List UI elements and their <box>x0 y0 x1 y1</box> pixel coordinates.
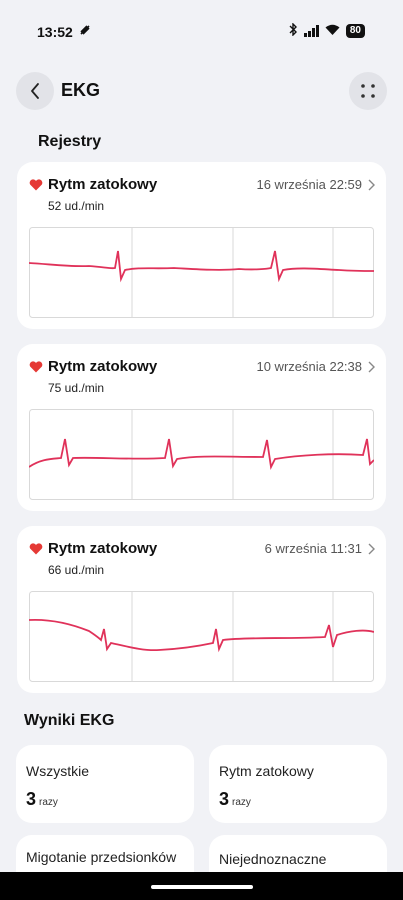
more-dots-icon <box>361 84 375 98</box>
stat-value: 3 razy <box>26 789 58 810</box>
chevron-right-icon <box>368 361 375 373</box>
heart-icon <box>29 179 43 191</box>
record-date: 10 września 22:38 <box>256 359 362 374</box>
home-indicator[interactable] <box>151 885 253 889</box>
record-bpm: 75 ud./min <box>48 381 105 395</box>
heart-icon <box>29 361 43 373</box>
records-section-title: Rejestry <box>38 133 102 150</box>
stat-number: 3 <box>219 789 230 809</box>
record-bpm: 52 ud./min <box>48 199 105 213</box>
status-time: 13:52 <box>37 24 73 40</box>
chevron-right-icon <box>368 543 375 555</box>
stat-value: 3 razy <box>219 789 251 810</box>
status-icons: 80 <box>289 22 365 39</box>
results-section-title: Wyniki EKG <box>24 712 115 729</box>
record-rhythm: Rytm zatokowy <box>48 358 158 375</box>
navigation-bar <box>0 872 403 900</box>
ekg-trace <box>29 227 374 318</box>
record-rhythm: Rytm zatokowy <box>48 540 158 557</box>
record-bpm: 66 ud./min <box>48 563 105 577</box>
stat-number: 3 <box>26 789 37 809</box>
back-button[interactable] <box>16 72 54 110</box>
ekg-trace <box>29 591 374 682</box>
vibrate-icon <box>79 24 91 39</box>
back-arrow-icon <box>31 83 39 99</box>
more-button[interactable] <box>349 72 387 110</box>
ekg-trace <box>29 409 374 500</box>
bluetooth-icon <box>289 22 298 39</box>
stat-label: Migotanie przedsionków <box>26 849 177 865</box>
page-title: EKG <box>61 80 101 100</box>
chevron-right-icon <box>368 179 375 191</box>
header: EKG <box>0 72 403 110</box>
heart-icon <box>29 543 43 555</box>
stat-unit: razy <box>39 797 58 808</box>
stat-label: Wszystkie <box>26 763 89 779</box>
stat-card-sinus[interactable]: Rytm zatokowy 3 razy <box>209 745 387 823</box>
stat-label: Rytm zatokowy <box>219 763 314 779</box>
status-bar: 13:52 80 <box>0 0 403 62</box>
record-card[interactable]: Rytm zatokowy 52 ud./min 16 września 22:… <box>17 162 386 329</box>
record-rhythm: Rytm zatokowy <box>48 176 158 193</box>
record-date: 16 września 22:59 <box>256 177 362 192</box>
record-card[interactable]: Rytm zatokowy 75 ud./min 10 września 22:… <box>17 344 386 511</box>
stat-label: Niejednoznaczne <box>219 851 327 867</box>
signal-icon <box>303 25 319 37</box>
stat-card-all[interactable]: Wszystkie 3 razy <box>16 745 194 823</box>
record-date: 6 września 11:31 <box>264 541 362 556</box>
battery-icon: 80 <box>345 24 365 38</box>
wifi-icon <box>325 24 340 39</box>
record-card[interactable]: Rytm zatokowy 66 ud./min 6 września 11:3… <box>17 526 386 693</box>
stat-unit: razy <box>232 797 251 808</box>
